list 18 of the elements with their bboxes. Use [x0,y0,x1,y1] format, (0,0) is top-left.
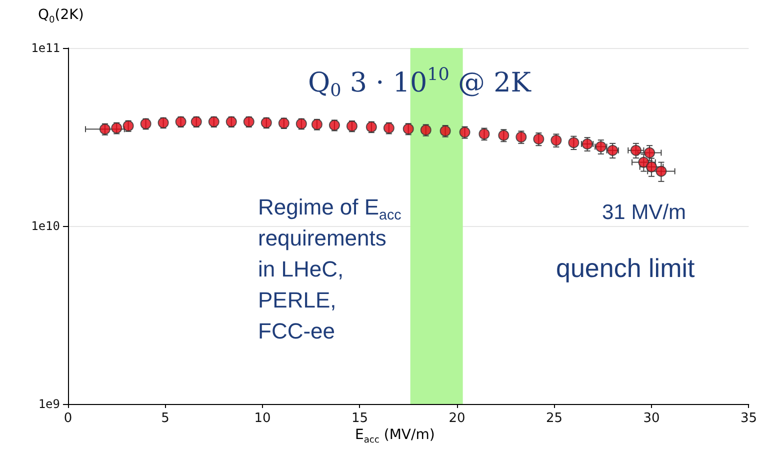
point [656,166,667,177]
x-tick-label: 10 [254,411,271,426]
annotation: 31 MV/m [602,201,686,224]
y-tick-label: 1e11 [31,41,60,55]
point [111,122,122,134]
y-tick-label: 1e9 [38,397,60,411]
x-tick-label: 0 [64,411,72,426]
x-tick-label: 20 [448,411,466,426]
x-tick-label: 35 [740,411,757,426]
x-tick-label: 5 [161,411,170,426]
point [638,156,650,168]
point [383,122,394,134]
y-tick-label: 1e10 [31,219,60,233]
point [550,134,562,146]
x-tick-label: 25 [546,411,563,426]
annotation: quench limit [556,253,696,283]
x-tick-label: 15 [351,411,368,426]
x-tick-label: 30 [643,411,660,426]
